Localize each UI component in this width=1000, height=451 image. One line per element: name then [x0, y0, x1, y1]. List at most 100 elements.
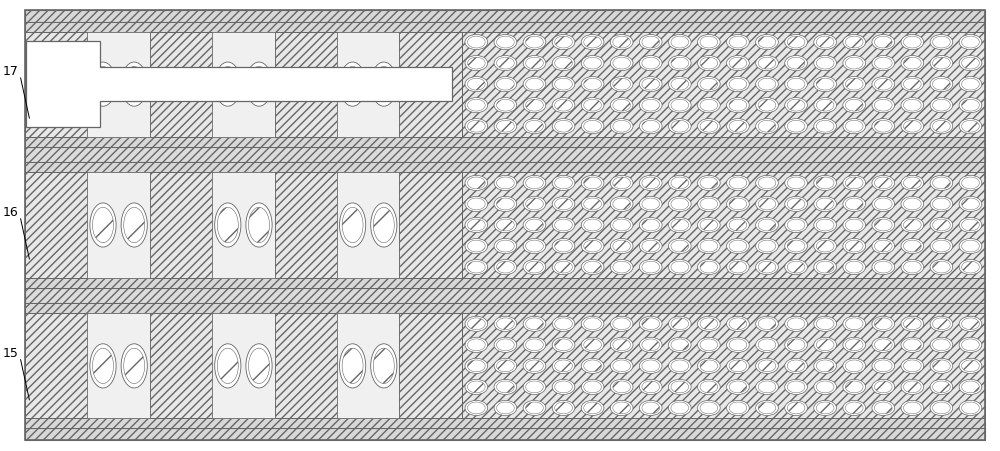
Ellipse shape	[959, 218, 982, 233]
Ellipse shape	[959, 337, 982, 353]
Ellipse shape	[843, 78, 866, 92]
Ellipse shape	[901, 36, 924, 51]
Ellipse shape	[465, 218, 488, 233]
Ellipse shape	[668, 197, 691, 212]
Ellipse shape	[872, 379, 895, 395]
Ellipse shape	[901, 218, 924, 233]
Ellipse shape	[552, 317, 575, 331]
Ellipse shape	[610, 78, 633, 92]
Ellipse shape	[523, 56, 546, 72]
Ellipse shape	[959, 78, 982, 92]
Ellipse shape	[756, 400, 778, 415]
Bar	[212, 173, 275, 278]
Ellipse shape	[843, 359, 866, 373]
Ellipse shape	[523, 337, 546, 353]
Ellipse shape	[727, 56, 749, 72]
Ellipse shape	[959, 176, 982, 191]
Ellipse shape	[814, 56, 836, 72]
Ellipse shape	[930, 218, 953, 233]
Ellipse shape	[698, 120, 720, 134]
Ellipse shape	[756, 176, 778, 191]
Ellipse shape	[215, 203, 241, 248]
Ellipse shape	[930, 400, 953, 415]
Ellipse shape	[930, 98, 953, 114]
Text: 16: 16	[3, 206, 19, 218]
Ellipse shape	[552, 98, 575, 114]
Ellipse shape	[843, 120, 866, 134]
Text: 17: 17	[3, 65, 19, 78]
Ellipse shape	[552, 379, 575, 395]
Ellipse shape	[698, 176, 720, 191]
Ellipse shape	[494, 400, 517, 415]
Ellipse shape	[814, 260, 836, 275]
Ellipse shape	[668, 218, 691, 233]
Ellipse shape	[90, 203, 116, 248]
Ellipse shape	[698, 317, 720, 331]
Ellipse shape	[872, 120, 895, 134]
Ellipse shape	[930, 78, 953, 92]
Bar	[399, 313, 462, 419]
Ellipse shape	[872, 260, 895, 275]
Ellipse shape	[668, 260, 691, 275]
Ellipse shape	[785, 98, 807, 114]
Ellipse shape	[843, 197, 866, 212]
Ellipse shape	[756, 36, 778, 51]
Ellipse shape	[581, 56, 604, 72]
Ellipse shape	[552, 359, 575, 373]
Ellipse shape	[581, 317, 604, 331]
Ellipse shape	[756, 197, 778, 212]
Ellipse shape	[552, 337, 575, 353]
Ellipse shape	[581, 400, 604, 415]
Ellipse shape	[465, 337, 488, 353]
Ellipse shape	[843, 317, 866, 331]
Ellipse shape	[901, 337, 924, 353]
Ellipse shape	[121, 203, 147, 248]
Ellipse shape	[959, 98, 982, 114]
Ellipse shape	[465, 197, 488, 212]
Ellipse shape	[959, 317, 982, 331]
Ellipse shape	[785, 239, 807, 254]
Ellipse shape	[639, 197, 662, 212]
Ellipse shape	[494, 260, 517, 275]
Ellipse shape	[756, 239, 778, 254]
Ellipse shape	[959, 120, 982, 134]
Ellipse shape	[698, 98, 720, 114]
Bar	[25, 32, 462, 138]
Ellipse shape	[639, 337, 662, 353]
Ellipse shape	[872, 36, 895, 51]
Bar	[25, 313, 87, 419]
Bar	[212, 313, 275, 419]
Ellipse shape	[465, 78, 488, 92]
Ellipse shape	[581, 239, 604, 254]
Ellipse shape	[785, 78, 807, 92]
Ellipse shape	[639, 260, 662, 275]
Ellipse shape	[785, 400, 807, 415]
Bar	[25, 313, 462, 419]
Ellipse shape	[814, 379, 836, 395]
Ellipse shape	[930, 239, 953, 254]
Ellipse shape	[785, 317, 807, 331]
Ellipse shape	[727, 36, 749, 51]
Ellipse shape	[246, 63, 272, 107]
Ellipse shape	[698, 359, 720, 373]
Ellipse shape	[785, 337, 807, 353]
Ellipse shape	[465, 359, 488, 373]
Ellipse shape	[727, 197, 749, 212]
Text: 15: 15	[3, 346, 19, 359]
Ellipse shape	[814, 317, 836, 331]
Ellipse shape	[843, 337, 866, 353]
Ellipse shape	[494, 197, 517, 212]
Ellipse shape	[494, 56, 517, 72]
Ellipse shape	[610, 260, 633, 275]
Ellipse shape	[494, 98, 517, 114]
Ellipse shape	[901, 197, 924, 212]
Ellipse shape	[756, 218, 778, 233]
Ellipse shape	[465, 56, 488, 72]
Ellipse shape	[668, 56, 691, 72]
Ellipse shape	[698, 239, 720, 254]
Ellipse shape	[901, 78, 924, 92]
Ellipse shape	[785, 260, 807, 275]
Ellipse shape	[121, 63, 147, 107]
Ellipse shape	[581, 337, 604, 353]
Ellipse shape	[121, 344, 147, 388]
